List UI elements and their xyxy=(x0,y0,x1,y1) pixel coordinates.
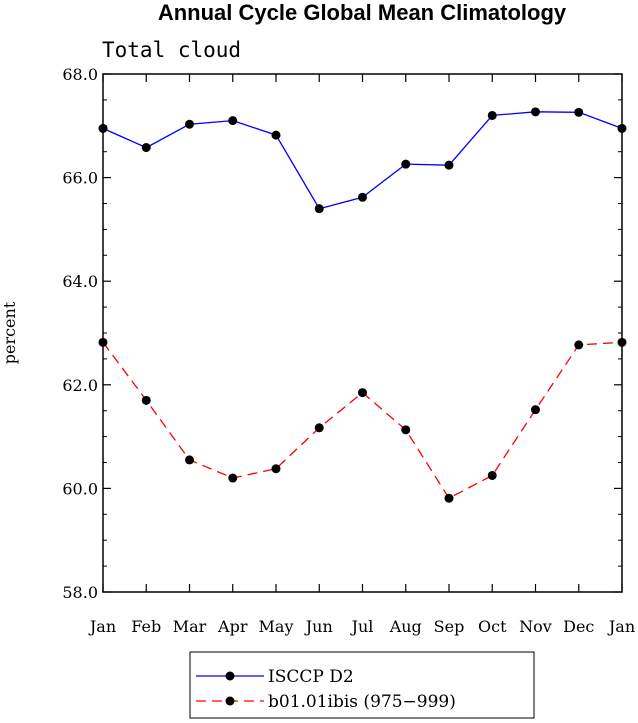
series-0-point xyxy=(444,160,454,170)
x-tick-label: Jan xyxy=(88,617,116,636)
x-tick-label: Mar xyxy=(173,617,207,636)
plot-frame xyxy=(102,73,623,593)
series-0-point xyxy=(185,119,194,129)
series-1-point xyxy=(531,405,540,415)
y-tick-label: 66.0 xyxy=(62,169,98,188)
series-0-point xyxy=(314,204,324,214)
series-1-point xyxy=(487,470,497,480)
y-tick-label: 58.0 xyxy=(62,583,98,602)
legend-marker-1 xyxy=(225,696,235,706)
legend-marker-0 xyxy=(225,671,235,681)
ticks-layer: 58.0 60.0 62.0 64.0 66.0 68.0 Jan Feb Mar Apr May J… xyxy=(62,65,635,636)
y-axis-label: percent xyxy=(0,301,19,364)
series-0-point xyxy=(141,143,151,153)
legend-label-1: b01.01ibis (975−999) xyxy=(268,692,456,712)
series-0-point xyxy=(98,123,108,133)
x-tick-label: Jan xyxy=(607,617,635,636)
series-0-point xyxy=(531,107,540,117)
legend: ISCCP D2 b01.01ibis (975−999) xyxy=(196,667,456,712)
series-1-point xyxy=(141,395,151,405)
series-0-point xyxy=(487,110,497,120)
x-tick-label: Aug xyxy=(389,617,422,636)
series-0-point xyxy=(358,192,367,202)
series-0-point xyxy=(271,130,281,140)
x-tick-label: Dec xyxy=(563,617,594,636)
series-1-point xyxy=(444,493,454,503)
series-1-point xyxy=(617,337,627,347)
x-tick-label: May xyxy=(259,617,294,636)
y-tick-label: 62.0 xyxy=(62,376,98,395)
series-1-point xyxy=(314,423,324,433)
series-1-point xyxy=(574,340,584,350)
legend-box xyxy=(189,651,535,719)
x-tick-label: Oct xyxy=(478,617,507,636)
x-tick-label: Jul xyxy=(350,617,374,636)
series-0-point xyxy=(401,159,411,169)
series-0-point xyxy=(228,116,238,126)
series-0-point xyxy=(617,123,627,133)
series-1-point xyxy=(358,388,367,398)
chart-title: Annual Cycle Global Mean Climatology xyxy=(158,0,567,25)
chart-subtitle: Total cloud xyxy=(102,38,241,62)
x-tick-label: Sep xyxy=(434,617,465,636)
legend-label-0: ISCCP D2 xyxy=(268,667,354,687)
y-tick-label: 68.0 xyxy=(62,65,98,84)
x-tick-label: Apr xyxy=(217,617,248,636)
series-layer xyxy=(98,107,627,503)
series-0-point xyxy=(574,107,584,117)
x-tick-label: Nov xyxy=(519,617,552,636)
y-tick-label: 64.0 xyxy=(62,272,98,291)
x-tick-label: Feb xyxy=(131,617,161,636)
series-1-point xyxy=(98,337,108,347)
x-tick-label: Jun xyxy=(304,617,333,636)
series-1-point xyxy=(228,473,238,483)
series-1-point xyxy=(185,455,194,465)
series-1-point xyxy=(401,425,411,435)
y-tick-label: 60.0 xyxy=(62,479,98,498)
series-1-point xyxy=(271,464,281,474)
series-line-1 xyxy=(102,341,623,500)
